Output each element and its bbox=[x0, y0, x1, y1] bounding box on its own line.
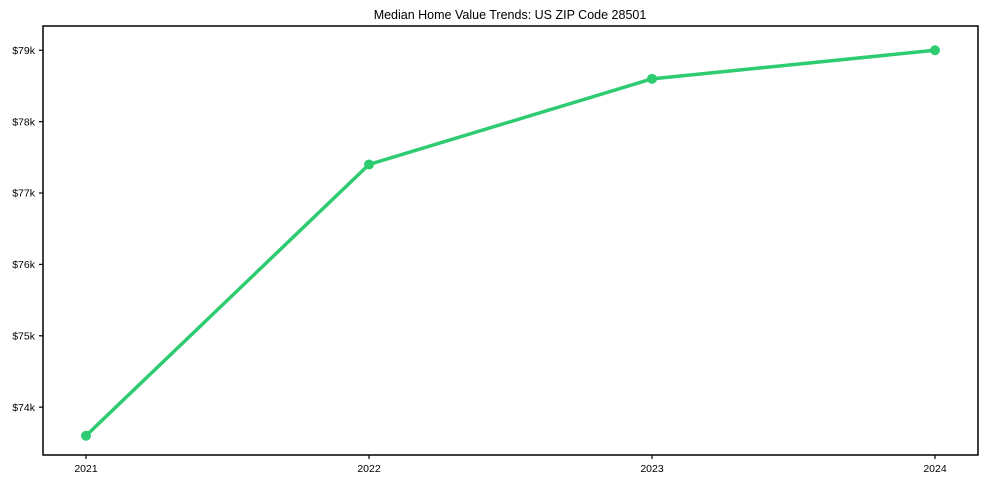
data-point bbox=[647, 73, 657, 84]
y-tick-label: $76k bbox=[12, 259, 36, 271]
y-tick-label: $79k bbox=[12, 45, 36, 57]
data-point bbox=[81, 430, 91, 441]
data-point bbox=[364, 159, 374, 170]
data-line bbox=[84, 48, 937, 438]
y-tick-label: $74k bbox=[12, 402, 36, 414]
y-tick-label: $78k bbox=[12, 116, 36, 128]
y-tick-label: $75k bbox=[12, 330, 36, 342]
x-tick-label: 2024 bbox=[923, 463, 947, 475]
data-point bbox=[930, 45, 940, 56]
x-tick-label: 2023 bbox=[640, 463, 664, 475]
chart-title: Median Home Value Trends: US ZIP Code 28… bbox=[374, 8, 647, 22]
x-tick-label: 2022 bbox=[357, 463, 381, 475]
series-layer bbox=[81, 45, 940, 441]
axes-layer: $74k $75k $76k $77k $78k $79k 2021 2022 2023 2024 bbox=[12, 45, 947, 475]
y-tick-label: $77k bbox=[12, 188, 36, 200]
plot-border bbox=[42, 25, 979, 456]
x-tick-label: 2021 bbox=[74, 463, 98, 475]
